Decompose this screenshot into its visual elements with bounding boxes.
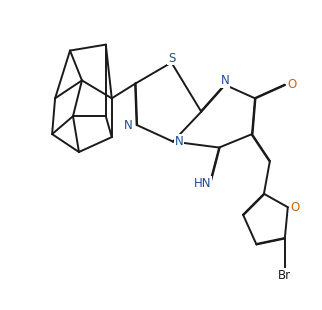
- Text: N: N: [221, 74, 230, 87]
- Text: Br: Br: [278, 269, 291, 282]
- Text: O: O: [291, 201, 300, 214]
- Text: N: N: [124, 119, 133, 132]
- Text: S: S: [168, 51, 175, 64]
- Text: N: N: [175, 135, 183, 148]
- Text: O: O: [288, 78, 297, 91]
- Text: HN: HN: [194, 177, 212, 190]
